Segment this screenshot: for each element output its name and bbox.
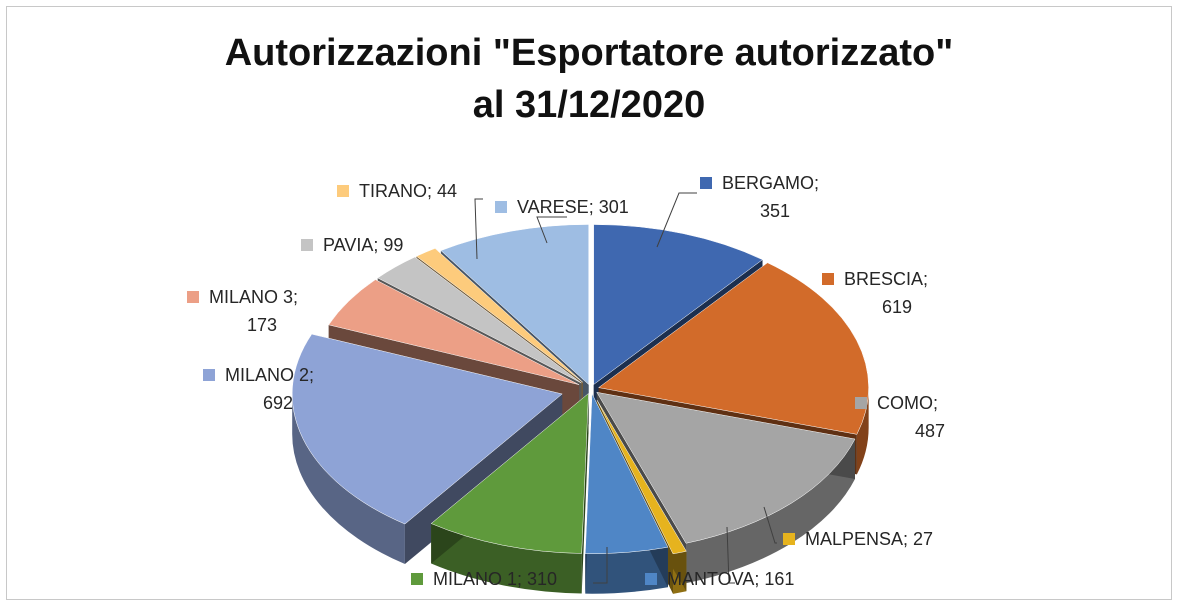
slice-side-brescia bbox=[856, 387, 869, 475]
label-text-milano-2-0: MILANO 2; bbox=[225, 365, 314, 385]
legend-swatch-tirano bbox=[337, 185, 349, 197]
slice-milano-2 bbox=[291, 333, 563, 525]
slice-bergamo bbox=[593, 224, 764, 386]
label-text-milano-3-1: 173 bbox=[247, 315, 277, 335]
label-text-milano-2-1: 692 bbox=[263, 393, 293, 413]
leader-line-milano-1 bbox=[593, 547, 608, 584]
slice-milano-3 bbox=[328, 279, 580, 385]
slice-side-como bbox=[686, 439, 855, 584]
slice-wall-milano-1-0 bbox=[581, 393, 589, 594]
label-text-pavia-0: PAVIA; 99 bbox=[323, 235, 403, 255]
slice-malpensa bbox=[596, 400, 687, 555]
slice-varese bbox=[440, 224, 589, 386]
slice-side-milano-2 bbox=[292, 393, 405, 565]
legend-swatch-bergamo bbox=[700, 177, 712, 189]
leader-line-varese bbox=[536, 216, 567, 244]
label-text-bergamo-1: 351 bbox=[760, 201, 790, 221]
chart-frame: Autorizzazioni "Esportatore autorizzato"… bbox=[6, 6, 1172, 600]
legend-swatch-milano-2 bbox=[203, 369, 215, 381]
legend-swatch-milano-1 bbox=[411, 573, 423, 585]
label-text-mantova-0: MANTOVA; 161 bbox=[667, 569, 794, 589]
legend-swatch-varese bbox=[495, 201, 507, 213]
data-label-milano-1: MILANO 1; 310 bbox=[411, 547, 608, 589]
label-text-brescia-1: 619 bbox=[882, 297, 912, 317]
slice-mantova bbox=[585, 393, 669, 554]
data-label-como: COMO; 487 bbox=[855, 393, 945, 441]
data-label-malpensa: MALPENSA; 27 bbox=[763, 506, 933, 549]
label-text-tirano-0: TIRANO; 44 bbox=[359, 181, 457, 201]
data-label-brescia: BRESCIA; 619 bbox=[822, 269, 928, 317]
label-text-milano-1-0: MILANO 1; 310 bbox=[433, 569, 557, 589]
data-label-milano-3: MILANO 3; 173 bbox=[187, 287, 298, 335]
pie-chart: BERGAMO; 351 BRESCIA; 619 COMO; 487 MALPENSA; … bbox=[187, 173, 945, 594]
data-label-tirano: TIRANO; 44 bbox=[337, 181, 483, 260]
data-label-milano-2: MILANO 2; 692 bbox=[203, 365, 314, 413]
slice-pavia bbox=[377, 256, 582, 384]
leader-line-tirano bbox=[474, 198, 483, 260]
data-label-bergamo: BERGAMO; 351 bbox=[656, 173, 819, 248]
chart-title: Autorizzazioni "Esportatore autorizzato"… bbox=[7, 27, 1171, 131]
chart-title-line-1: Autorizzazioni "Esportatore autorizzato" bbox=[224, 32, 954, 74]
leader-line-bergamo bbox=[656, 192, 697, 248]
slice-tirano bbox=[415, 248, 584, 383]
legend-swatch-como bbox=[855, 397, 867, 409]
legend-swatch-malpensa bbox=[783, 533, 795, 545]
data-label-varese: VARESE; 301 bbox=[495, 197, 629, 244]
slice-milano-1 bbox=[430, 392, 589, 554]
leader-line-mantova bbox=[726, 526, 735, 584]
label-text-brescia-0: BRESCIA; bbox=[844, 269, 928, 289]
leader-line-malpensa bbox=[763, 506, 777, 544]
label-text-malpensa-0: MALPENSA; 27 bbox=[805, 529, 933, 549]
label-text-milano-3-0: MILANO 3; bbox=[209, 287, 298, 307]
label-text-bergamo-0: BERGAMO; bbox=[722, 173, 819, 193]
data-label-pavia: PAVIA; 99 bbox=[301, 235, 403, 255]
slice-como bbox=[596, 391, 856, 544]
slice-brescia bbox=[598, 262, 869, 435]
label-text-varese-0: VARESE; 301 bbox=[517, 197, 629, 217]
slice-side-milano-1 bbox=[431, 523, 582, 594]
legend-swatch-mantova bbox=[645, 573, 657, 585]
legend-swatch-brescia bbox=[822, 273, 834, 285]
label-text-como-0: COMO; bbox=[877, 393, 938, 413]
chart-title-line-2: al 31/12/2020 bbox=[472, 84, 706, 126]
data-label-mantova: MANTOVA; 161 bbox=[645, 526, 794, 589]
label-text-como-1: 487 bbox=[915, 421, 945, 441]
legend-swatch-pavia bbox=[301, 239, 313, 251]
legend-swatch-milano-3 bbox=[187, 291, 199, 303]
